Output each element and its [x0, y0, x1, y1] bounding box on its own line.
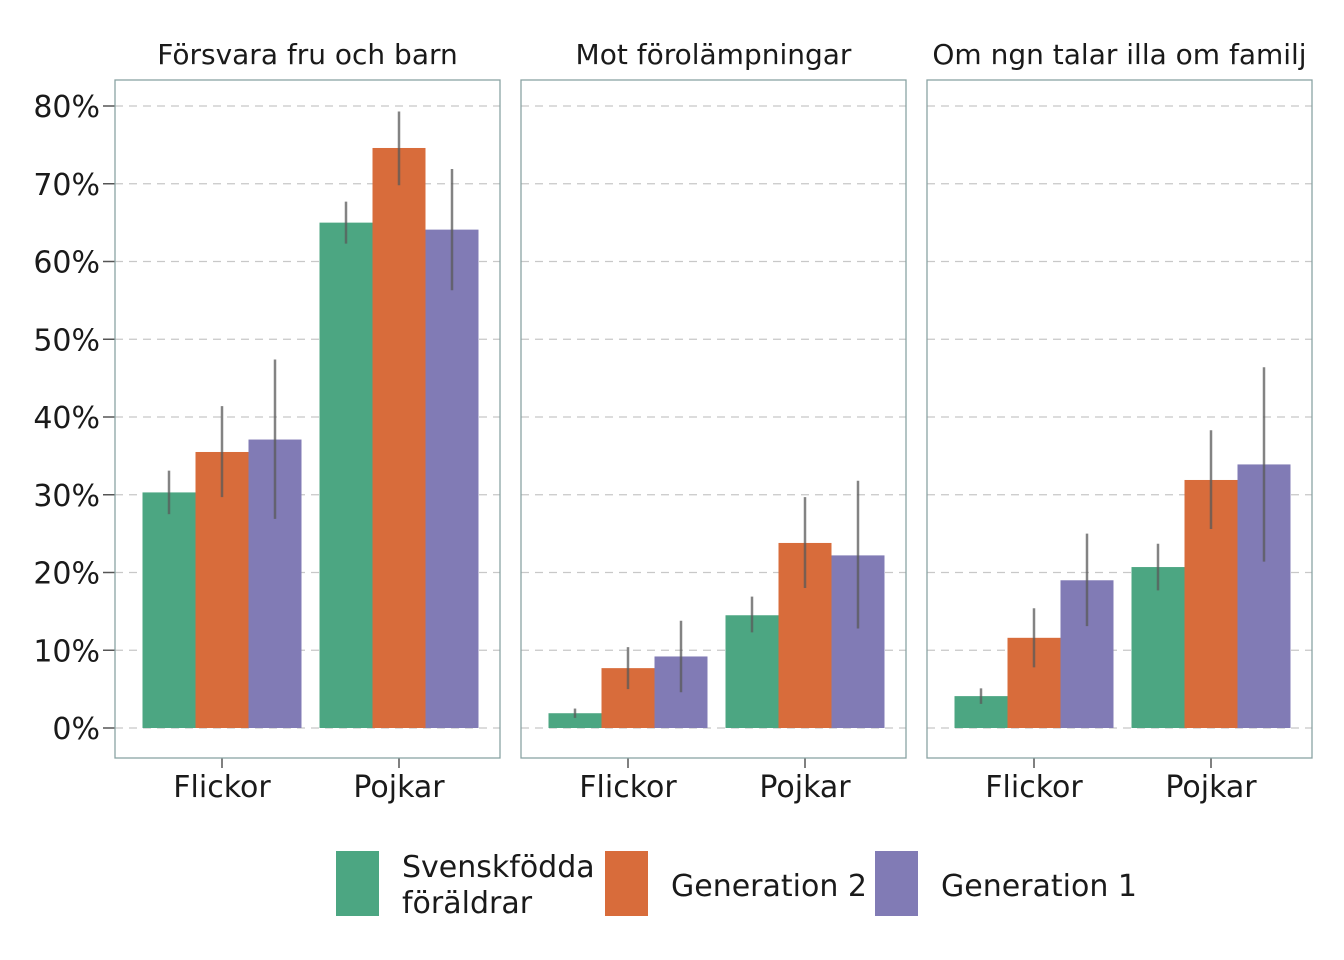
bar-svenskfodda-pojkar — [1131, 567, 1185, 728]
facet-title: Försvara fru och barn — [157, 38, 458, 71]
panel-border — [114, 79, 501, 759]
bar-svenskfodda-flickor — [142, 492, 196, 728]
x-tick-label: Pojkar — [353, 770, 445, 805]
bar-gen1-pojkar — [425, 229, 479, 728]
x-tick-label: Flickor — [173, 770, 271, 805]
bar-gen2-flickor — [195, 451, 249, 728]
legend-label-svenskfodda: Svenskfödda — [402, 850, 595, 885]
bar-svenskfodda-pojkar — [319, 222, 373, 728]
y-tick-label: 40% — [33, 401, 100, 436]
y-tick-label: 80% — [33, 90, 100, 125]
x-tick-label: Pojkar — [1165, 770, 1257, 805]
y-tick-label: 0% — [52, 712, 100, 747]
y-tick-label: 50% — [33, 323, 100, 358]
y-tick-label: 70% — [33, 168, 100, 203]
y-tick-label: 30% — [33, 479, 100, 514]
panel-border — [520, 79, 907, 759]
legend-label-gen1: Generation 1 — [941, 869, 1137, 904]
legend-label-svenskfodda: föräldrar — [402, 886, 533, 921]
y-tick-label: 20% — [33, 557, 100, 592]
legend-swatch-gen2 — [605, 851, 648, 916]
facet-title: Om ngn talar illa om familj — [932, 38, 1306, 71]
x-tick-label: Flickor — [985, 770, 1083, 805]
facet-title: Mot förolämpningar — [576, 38, 852, 71]
y-tick-label: 10% — [33, 634, 100, 669]
y-tick-label: 60% — [33, 246, 100, 281]
legend-label-gen2: Generation 2 — [671, 869, 867, 904]
bar-gen2-pojkar — [372, 147, 426, 729]
bar-svenskfodda-flickor — [548, 713, 602, 728]
panel-border — [926, 79, 1313, 759]
legend-swatch-gen1 — [875, 851, 918, 916]
x-tick-label: Pojkar — [759, 770, 851, 805]
x-tick-label: Flickor — [579, 770, 677, 805]
bar-svenskfodda-pojkar — [725, 615, 779, 728]
legend-swatch-svenskfodda — [336, 851, 379, 916]
